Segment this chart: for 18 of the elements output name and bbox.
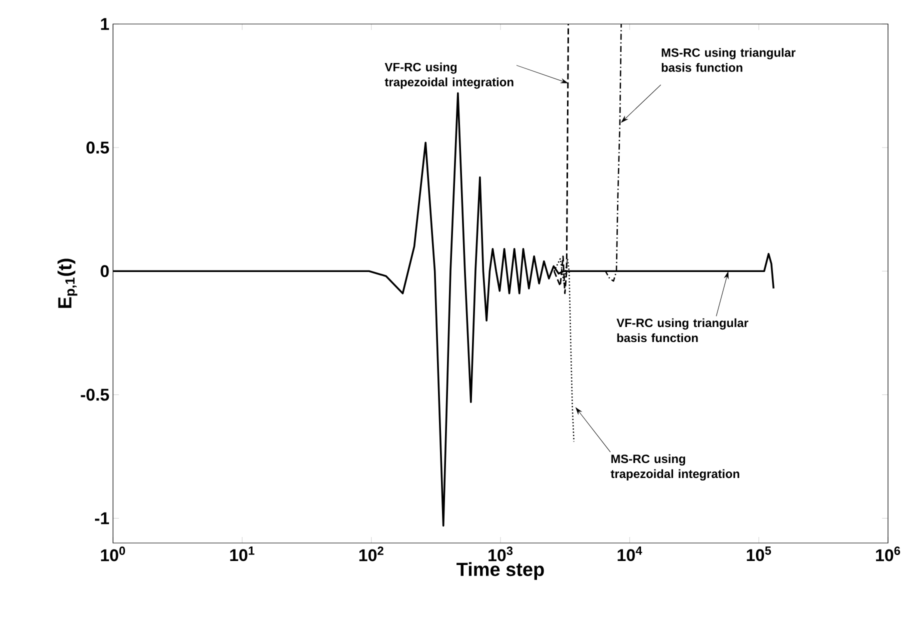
x-tick-label: 10$^{1}$ xyxy=(230,546,254,562)
annotation: MS-RC using triangular basis function xyxy=(662,48,796,72)
x-tick-label: 10$^{2}$ xyxy=(359,546,384,562)
y-tick-label: 0.5 xyxy=(86,142,109,154)
annotation: MS-RC using trapezoidal integration xyxy=(610,454,740,481)
x-tick-label: 10$^{6}$ xyxy=(876,546,900,562)
x-tick-label: 10$^{0}$ xyxy=(101,546,126,562)
y-tick-label: -1 xyxy=(95,512,109,524)
y-tick-label: -0.5 xyxy=(80,388,109,401)
x-axis-title: Time step xyxy=(456,562,544,580)
y-axis-title: E$_{p,1}$(t) xyxy=(58,258,78,308)
x-tick-label: 10$^{5}$ xyxy=(746,546,772,562)
annotation: VF-RC using triangular basis function xyxy=(616,318,748,342)
y-tick-label: 1 xyxy=(101,18,109,30)
x-tick-label: 10$^{4}$ xyxy=(618,546,642,562)
y-tick-label: 0 xyxy=(100,265,109,278)
annotation: VF-RC using trapezoidal integration xyxy=(384,62,514,89)
x-tick-label: 10$^{3}$ xyxy=(488,546,513,562)
